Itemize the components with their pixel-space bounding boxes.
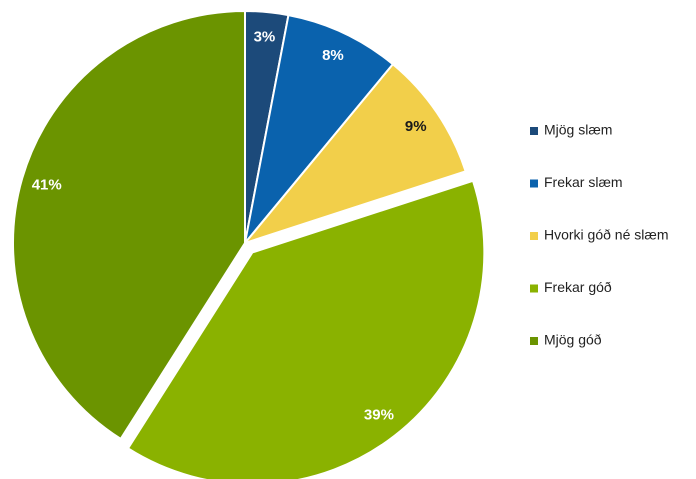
legend-swatch	[530, 232, 538, 240]
legend-swatch	[530, 284, 538, 293]
legend-label: Mjög slæm	[544, 122, 612, 138]
pie-slice	[126, 179, 486, 479]
data-label: 3%	[254, 28, 276, 45]
data-label: 9%	[405, 118, 427, 135]
legend-label: Frekar slæm	[544, 174, 623, 190]
legend-label: Frekar góð	[544, 279, 612, 295]
legend-swatch	[530, 337, 538, 345]
legend-label: Hvorki góð né slæm	[544, 227, 669, 243]
pie-slice	[12, 9, 246, 441]
pie-slice	[242, 62, 467, 246]
legend-swatch	[530, 179, 538, 188]
data-label: 8%	[322, 47, 344, 64]
pie-slice	[244, 13, 395, 244]
legend-swatch	[530, 127, 538, 135]
data-label: 41%	[32, 176, 62, 193]
legend-label: Mjög góð	[544, 332, 602, 348]
data-label: 39%	[364, 407, 394, 424]
